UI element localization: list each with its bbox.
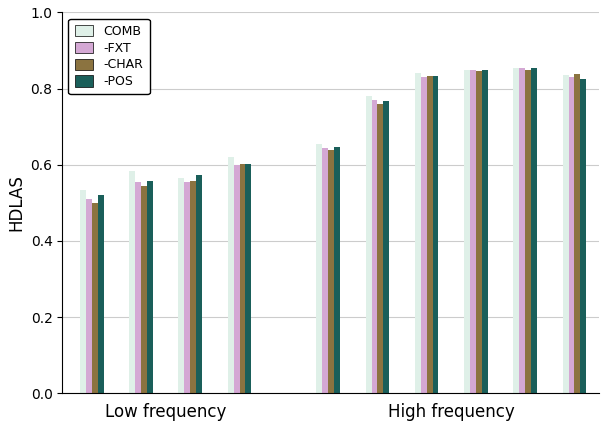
Bar (378, 104, 384, 393)
Bar (328, 150, 334, 393)
Bar (525, 70, 531, 393)
Bar (184, 182, 190, 393)
Bar (421, 77, 427, 393)
Bar (234, 165, 239, 393)
Bar (464, 70, 470, 393)
Bar (519, 68, 525, 393)
Bar (531, 68, 537, 393)
Bar (470, 70, 476, 393)
Bar (129, 170, 135, 393)
Bar (141, 186, 147, 393)
Bar (334, 146, 340, 393)
Bar (371, 100, 378, 393)
Bar (178, 178, 184, 393)
Bar (513, 68, 519, 393)
Y-axis label: HDLAS: HDLAS (7, 175, 25, 231)
Bar (384, 101, 389, 393)
Bar (562, 75, 568, 393)
Bar (239, 163, 245, 393)
Bar (427, 76, 433, 393)
Bar (574, 74, 581, 393)
Bar (482, 70, 488, 393)
Bar (98, 195, 104, 393)
Bar (581, 79, 586, 393)
Bar (365, 96, 371, 393)
Bar (568, 77, 574, 393)
Bar (190, 181, 196, 393)
Bar (316, 144, 322, 393)
Bar (415, 73, 421, 393)
Bar (86, 199, 92, 393)
Bar (433, 76, 439, 393)
Bar (245, 163, 251, 393)
Bar (135, 182, 141, 393)
Bar (228, 157, 234, 393)
Bar (92, 203, 98, 393)
Bar (147, 181, 153, 393)
Legend: COMB, -FXT, -CHAR, -POS: COMB, -FXT, -CHAR, -POS (68, 19, 150, 95)
Bar (476, 71, 482, 393)
Bar (80, 190, 86, 393)
Bar (322, 148, 328, 393)
Bar (196, 175, 202, 393)
